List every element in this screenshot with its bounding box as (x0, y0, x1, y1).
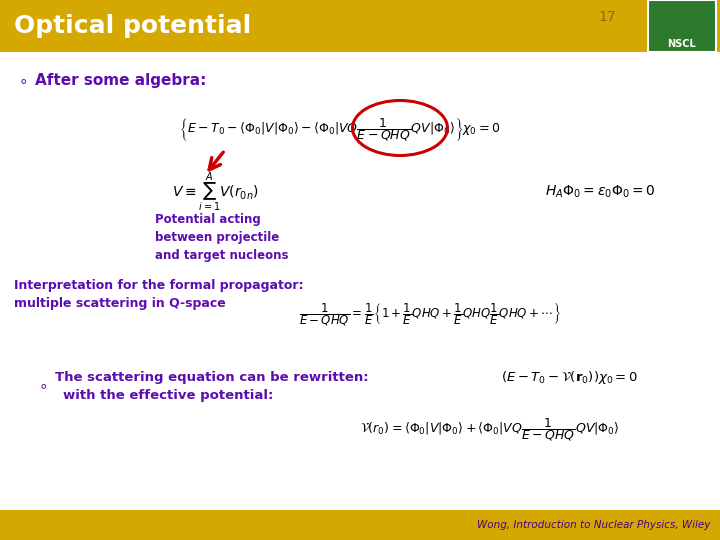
Text: with the effective potential:: with the effective potential: (63, 388, 274, 402)
Text: Optical potential: Optical potential (14, 14, 251, 38)
Text: $\circ$: $\circ$ (38, 377, 47, 393)
Text: $\left\{ E - T_0 - \langle\Phi_0|V|\Phi_0\rangle - \langle\Phi_0|VQ\dfrac{1}{E-Q: $\left\{ E - T_0 - \langle\Phi_0|V|\Phi_… (179, 117, 500, 144)
Text: 17: 17 (598, 10, 616, 24)
Text: $\mathcal{V}(r_0) = \langle\Phi_0|V|\Phi_0\rangle + \langle\Phi_0|VQ\dfrac{1}{E-: $\mathcal{V}(r_0) = \langle\Phi_0|V|\Phi… (360, 416, 620, 443)
Bar (648, 0, 716, 52)
Text: $\dfrac{1}{E-QHQ} = \dfrac{1}{E}\left\{1 + \dfrac{1}{E}QHQ + \dfrac{1}{E}QHQ\dfr: $\dfrac{1}{E-QHQ} = \dfrac{1}{E}\left\{1… (299, 302, 561, 328)
Bar (0, 510, 720, 540)
Text: NSCL: NSCL (667, 39, 696, 49)
Text: Wong, Introduction to Nuclear Physics, Wiley: Wong, Introduction to Nuclear Physics, W… (477, 520, 710, 530)
Text: $\circ$: $\circ$ (18, 72, 27, 87)
Text: $H_A\Phi_0 = \epsilon_0\Phi_0 = 0$: $H_A\Phi_0 = \epsilon_0\Phi_0 = 0$ (544, 184, 655, 200)
Text: Potential acting
between projectile
and target nucleons: Potential acting between projectile and … (155, 213, 289, 262)
Text: $V \equiv \sum_{i=1}^{A} V(r_{0n})$: $V \equiv \sum_{i=1}^{A} V(r_{0n})$ (171, 170, 258, 214)
Bar (0, 52, 720, 510)
Text: The scattering equation can be rewritten:: The scattering equation can be rewritten… (55, 372, 369, 384)
Text: Interpretation for the formal propagator:
multiple scattering in Q-space: Interpretation for the formal propagator… (14, 280, 304, 310)
Text: After some algebra:: After some algebra: (35, 72, 207, 87)
Bar (0, 0, 720, 52)
Text: $(E - T_0 - \mathcal{V}(\mathbf{r}_0))\chi_0 = 0$: $(E - T_0 - \mathcal{V}(\mathbf{r}_0))\c… (501, 369, 639, 387)
